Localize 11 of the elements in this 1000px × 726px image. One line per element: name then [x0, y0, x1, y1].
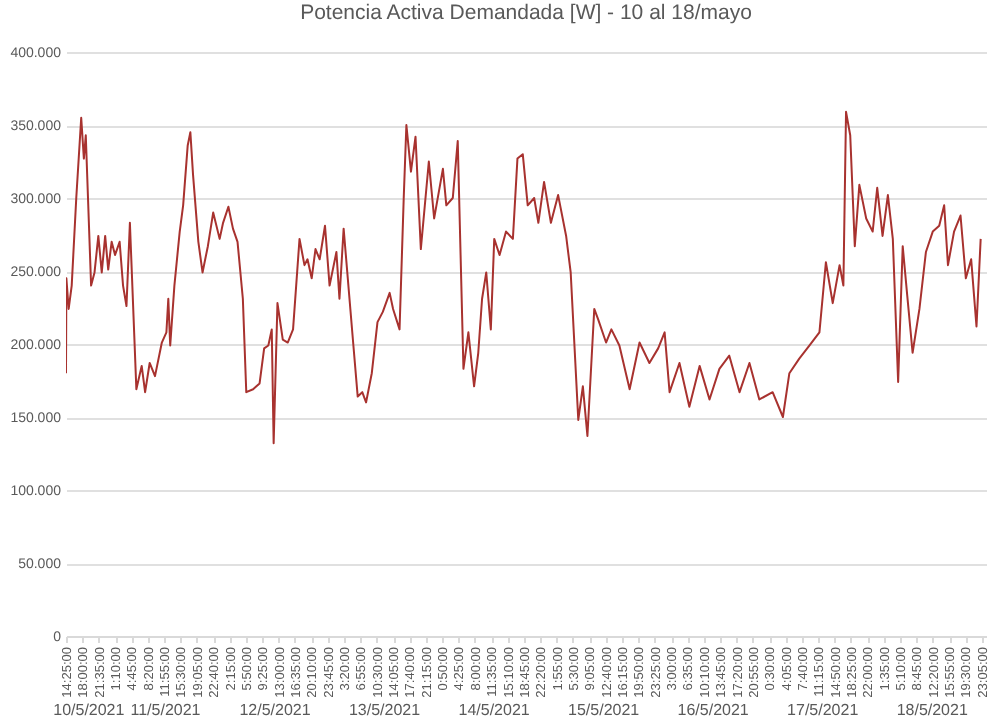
chart-title: Potencia Activa Demandada [W] - 10 al 18/mayo [300, 1, 753, 25]
x2-tick-label: 16/5/2021 [677, 701, 750, 719]
x2-tick-label: 17/5/2021 [787, 701, 860, 719]
x2-tick-label: 11/5/2021 [130, 701, 202, 719]
line-series [66, 110, 982, 445]
x2-tick-label: 13/5/2021 [348, 701, 422, 719]
x2-tick-label: 14/5/2021 [458, 701, 531, 719]
x2-tick-label: 12/5/2021 [239, 701, 312, 719]
x2-tick-label: 10/5/2021 [53, 701, 126, 719]
x2-tick-label: 18/5/2021 [896, 701, 969, 719]
x2-tick-label: 15/5/2021 [568, 701, 641, 719]
